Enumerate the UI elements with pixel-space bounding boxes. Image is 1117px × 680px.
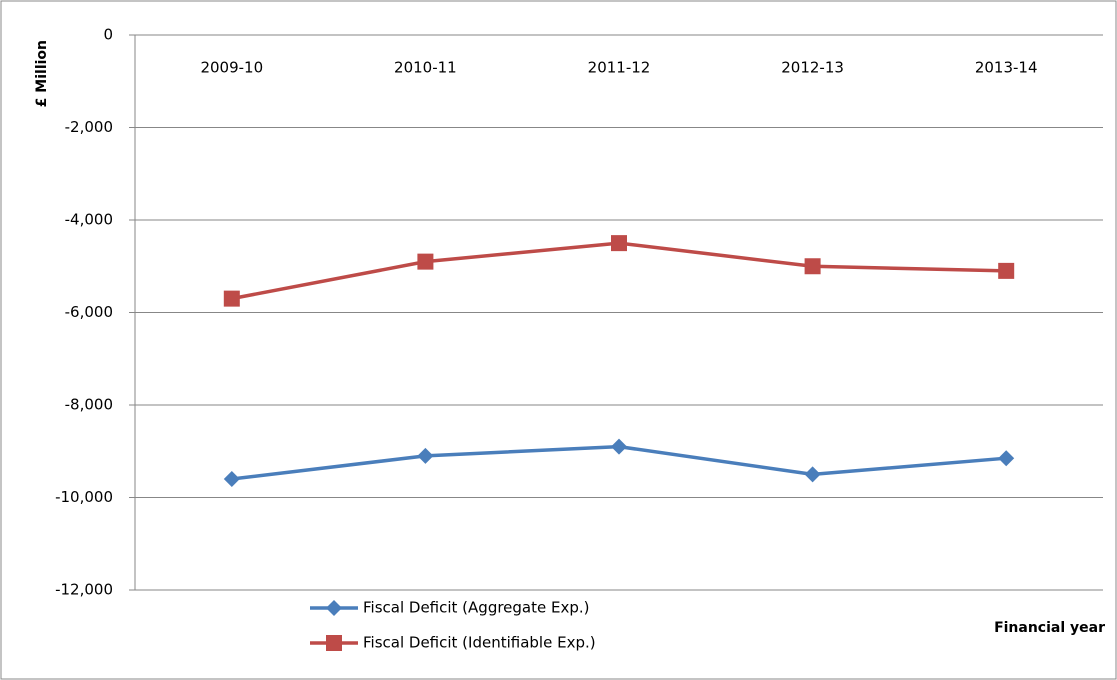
point <box>223 471 240 487</box>
point <box>804 258 821 275</box>
legend-marker <box>326 635 342 651</box>
legend-label: Fiscal Deficit (Aggregate Exp.) <box>363 599 590 617</box>
y-tick-label: -2,000 <box>65 118 113 136</box>
x-tick-label: 2010-11 <box>394 59 457 77</box>
y-tick-label: -4,000 <box>65 211 113 229</box>
point <box>417 447 434 464</box>
point <box>223 290 240 307</box>
x-axis-title: Financial year <box>994 620 1105 636</box>
point <box>804 466 821 483</box>
point <box>417 253 434 270</box>
y-tick-label: -6,000 <box>65 303 113 321</box>
x-tick-label: 2011-12 <box>588 59 651 77</box>
point <box>998 450 1015 467</box>
y-tick-label: -8,000 <box>65 396 113 414</box>
x-tick-label: 2009-10 <box>200 59 263 77</box>
y-axis-title: £ Million <box>34 40 50 107</box>
y-tick-label: -12,000 <box>55 581 113 599</box>
x-tick-label: 2012-13 <box>781 59 844 77</box>
legend-label: Fiscal Deficit (Identifiable Exp.) <box>363 634 596 652</box>
point <box>611 235 627 252</box>
point <box>998 262 1015 279</box>
x-tick-label: 2013-14 <box>975 59 1038 77</box>
point <box>611 438 627 455</box>
y-tick-label: -10,000 <box>55 488 113 506</box>
legend-marker <box>326 600 342 616</box>
y-tick-label: 0 <box>103 26 113 44</box>
